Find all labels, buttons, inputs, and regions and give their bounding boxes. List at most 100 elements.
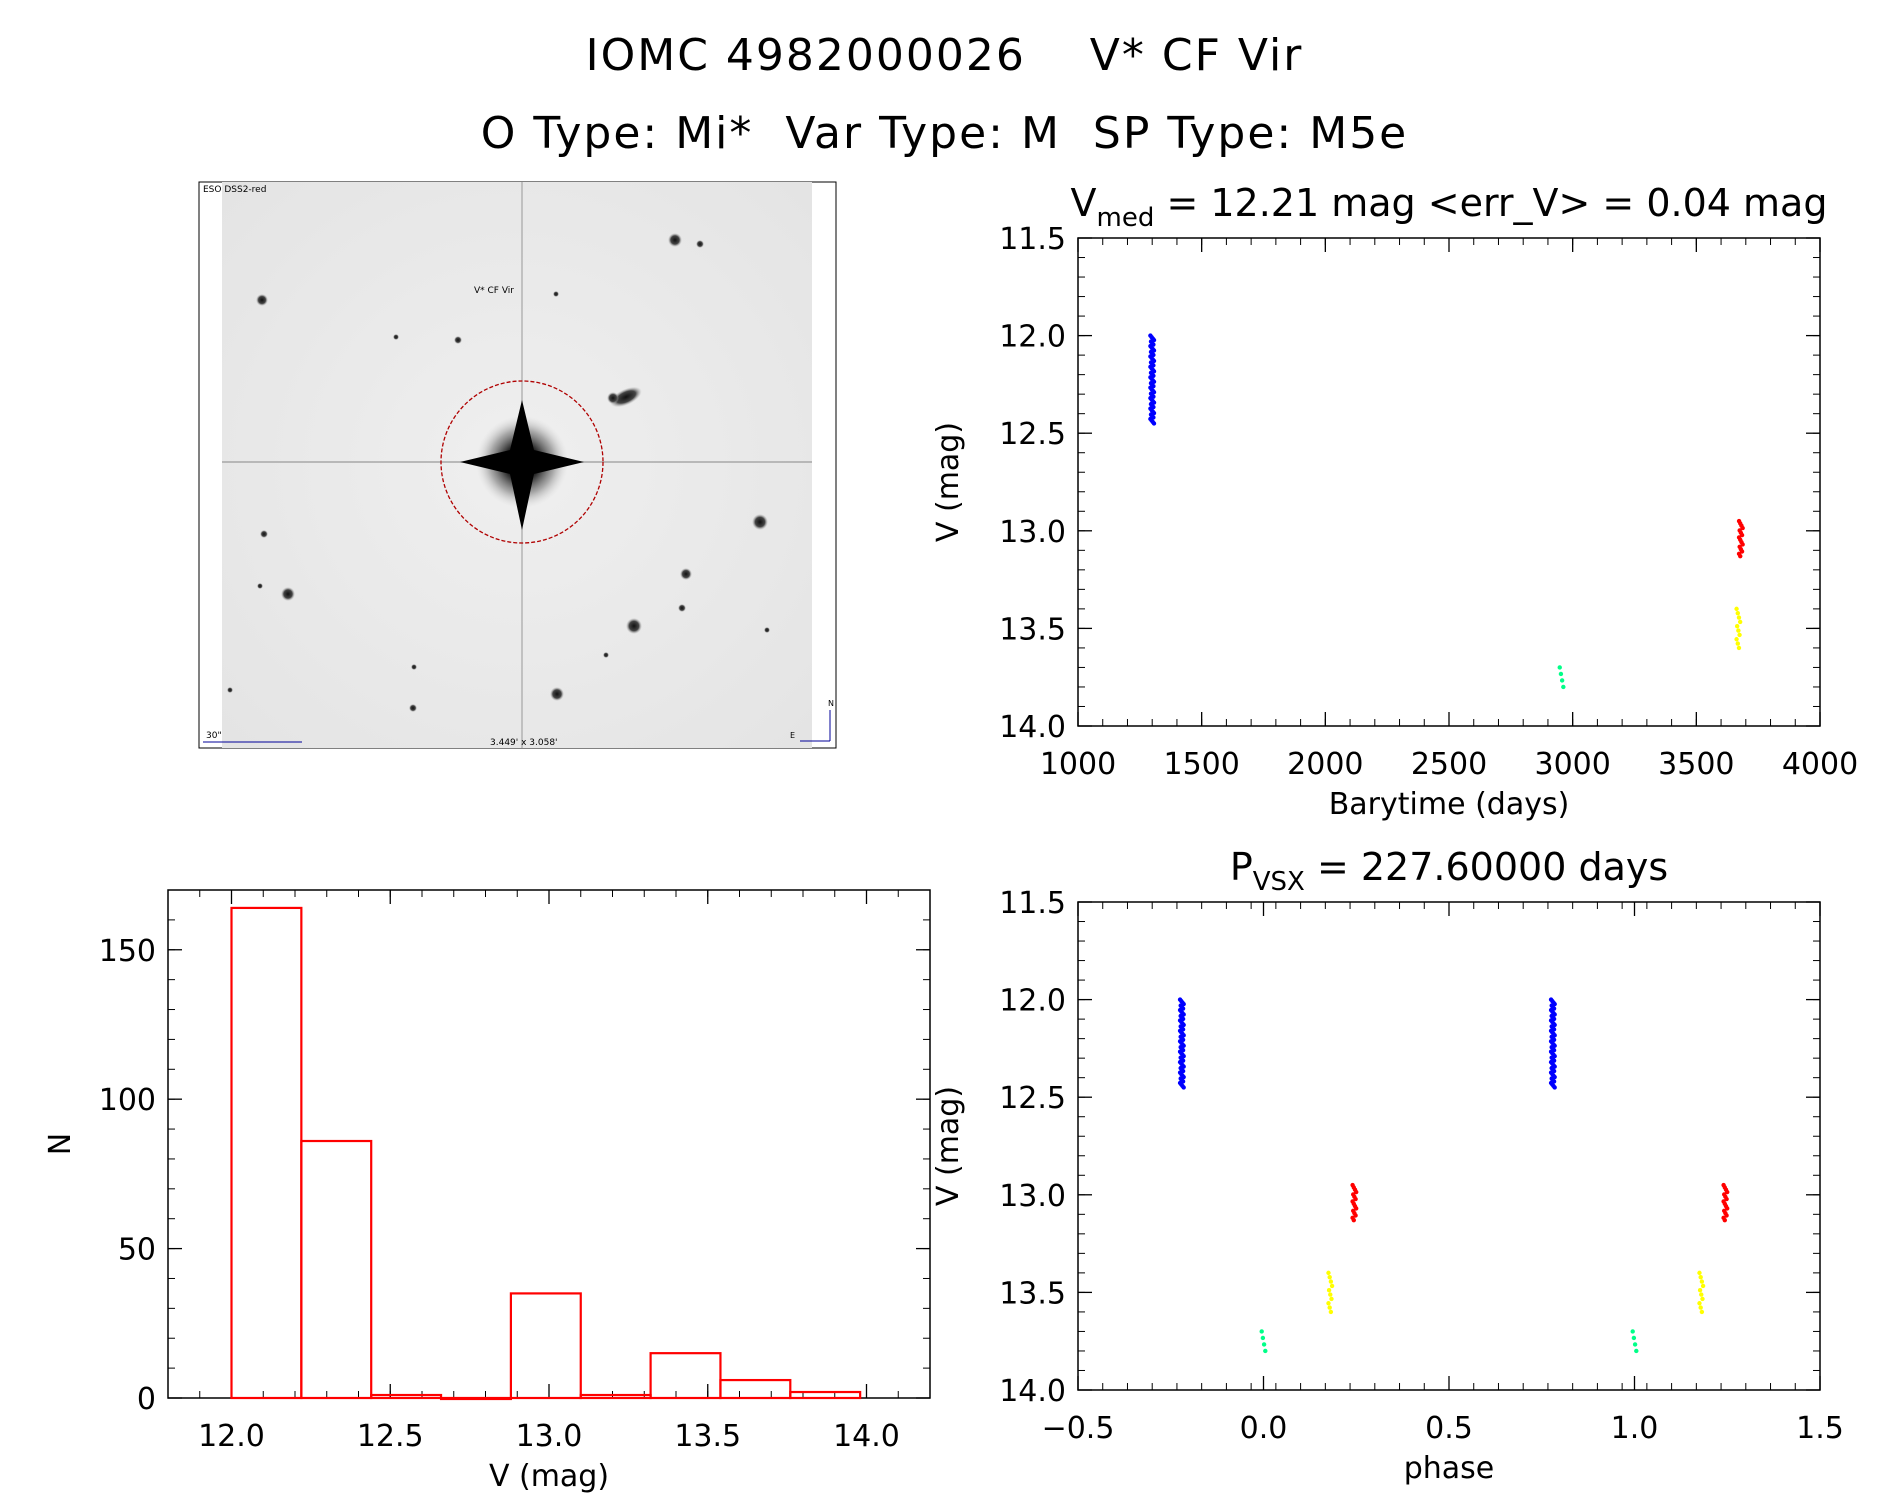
chart-title: Vmed = 12.21 mag <err_V> = 0.04 mag xyxy=(1071,181,1828,233)
data-point xyxy=(1634,1348,1639,1354)
y-tick-label: 150 xyxy=(99,934,156,969)
compass-east: E xyxy=(790,731,795,740)
field-star xyxy=(678,604,686,612)
x-tick-label: 12.0 xyxy=(198,1419,265,1454)
data-point xyxy=(1327,1305,1332,1310)
data-point xyxy=(1326,1270,1331,1276)
y-tick-label: 0 xyxy=(137,1382,156,1417)
histogram-bar xyxy=(789,1390,862,1400)
data-point xyxy=(1737,632,1742,638)
field-star xyxy=(553,291,559,297)
field-star xyxy=(550,687,564,701)
data-point xyxy=(1734,624,1740,629)
histogram-bar xyxy=(439,1396,512,1401)
fov-label: 3.449' x 3.058' xyxy=(490,738,558,748)
y-tick-label: 12.5 xyxy=(999,1081,1066,1116)
y-tick-label: 11.5 xyxy=(999,222,1066,257)
y-axis-label: N xyxy=(43,1133,78,1155)
y-tick-label: 13.5 xyxy=(999,612,1066,647)
x-tick-label: 2000 xyxy=(1287,747,1363,782)
data-point xyxy=(1724,1206,1730,1211)
data-point xyxy=(1740,542,1745,547)
data-point xyxy=(1263,1348,1268,1354)
field-star xyxy=(626,618,642,634)
x-tick-label: 1.5 xyxy=(1796,1411,1844,1446)
field-star xyxy=(281,587,295,601)
data-point xyxy=(1736,615,1742,620)
data-point xyxy=(1699,1279,1705,1284)
data-point xyxy=(1737,619,1743,625)
histogram-bar xyxy=(300,1139,373,1400)
data-point xyxy=(1697,1288,1703,1293)
survey-label: ESO DSS2-red xyxy=(203,185,266,195)
data-point xyxy=(1724,1196,1729,1202)
x-tick-label: −0.5 xyxy=(1042,1411,1115,1446)
data-point xyxy=(1736,645,1742,651)
y-tick-label: 14.0 xyxy=(999,1374,1066,1409)
y-tick-label: 12.0 xyxy=(999,984,1066,1019)
x-tick-label: 3500 xyxy=(1658,747,1734,782)
data-point xyxy=(1630,1329,1635,1334)
x-axis-label: V (mag) xyxy=(489,1459,609,1494)
data-point xyxy=(1739,532,1745,538)
y-tick-label: 13.0 xyxy=(999,1179,1066,1214)
x-tick-label: 0.0 xyxy=(1240,1411,1288,1446)
data-point xyxy=(1697,1301,1702,1306)
plot-frame xyxy=(1077,237,1821,727)
field-star xyxy=(257,583,263,589)
field-star xyxy=(393,334,399,340)
data-point xyxy=(1261,1342,1267,1347)
data-point xyxy=(1329,1296,1334,1302)
x-tick-label: 12.5 xyxy=(357,1419,424,1454)
field-star xyxy=(256,294,268,306)
y-axis-label: V (mag) xyxy=(931,1086,966,1206)
y-axis-label: V (mag) xyxy=(931,422,966,542)
data-point xyxy=(1698,1305,1703,1310)
field-star xyxy=(454,336,462,344)
data-point xyxy=(1552,1085,1557,1090)
data-point xyxy=(1740,525,1745,531)
data-point xyxy=(1326,1301,1331,1306)
data-point xyxy=(1329,1283,1335,1289)
histogram-bar xyxy=(370,1393,443,1400)
y-tick-label: 11.5 xyxy=(999,886,1066,921)
galaxy xyxy=(610,386,642,408)
compass-icon: N E xyxy=(790,699,834,742)
x-tick-label: 0.5 xyxy=(1425,1411,1473,1446)
histogram-bar xyxy=(719,1378,792,1400)
histogram-bar xyxy=(509,1292,582,1400)
data-point xyxy=(1328,1292,1333,1297)
data-point xyxy=(1699,1292,1704,1297)
x-tick-label: 3000 xyxy=(1534,747,1610,782)
target-star xyxy=(460,400,584,530)
y-tick-label: 100 xyxy=(99,1083,156,1118)
data-point xyxy=(1353,1213,1358,1218)
x-tick-label: 13.0 xyxy=(516,1419,583,1454)
data-point xyxy=(1558,671,1564,677)
data-point xyxy=(1739,549,1745,554)
data-point xyxy=(1722,1217,1727,1223)
histogram-chart: 12.0 12.5 13.0 13.5 14.0 0 50 100 150 V (mag) N xyxy=(43,889,931,1494)
field-star xyxy=(764,627,770,633)
scale-label: 30" xyxy=(206,731,222,741)
plot-frame xyxy=(167,889,931,1399)
x-tick-label: 1.0 xyxy=(1611,1411,1659,1446)
field-star xyxy=(227,687,233,693)
target-circle xyxy=(440,380,604,544)
histogram-bar xyxy=(230,906,303,1400)
field-star xyxy=(409,704,417,712)
chart-title: PVSX = 227.60000 days xyxy=(1230,845,1668,897)
x-tick-label: 13.5 xyxy=(674,1419,741,1454)
data-point xyxy=(1700,1296,1705,1302)
header-subtitle: O Type: Mi* Var Type: M SP Type: M5e xyxy=(480,108,1409,159)
data-point xyxy=(1697,1270,1702,1276)
data-point xyxy=(1561,684,1566,690)
sky-image: ESO DSS2-red V* CF Vir 30" 3.449' x 3.05… xyxy=(198,181,837,749)
data-point xyxy=(1736,628,1741,633)
target-label: V* CF Vir xyxy=(474,286,514,296)
x-tick-label: 4000 xyxy=(1782,747,1858,782)
x-tick-label: 1000 xyxy=(1040,747,1116,782)
data-point xyxy=(1328,1309,1334,1315)
compass-north: N xyxy=(828,699,834,708)
